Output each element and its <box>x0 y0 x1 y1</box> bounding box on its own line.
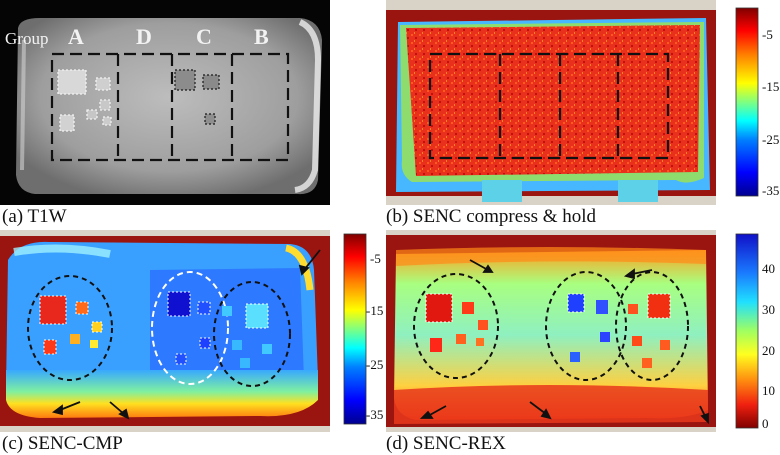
rex-inclusions-a <box>425 293 488 352</box>
rex-cb-tick-20: 20 <box>762 343 775 358</box>
hold-cb-tick-m25: -25 <box>762 132 780 147</box>
group-label-b: B <box>254 24 269 49</box>
cmp-cb-tick-m35: -35 <box>366 407 384 422</box>
cmp-cb-tick-m5: -5 <box>370 251 381 266</box>
rex-inclusions-c <box>567 293 610 362</box>
rex-arrows <box>419 259 709 425</box>
group-label-a: A <box>68 24 84 49</box>
panel-c-senc-cmp: -5 -15 -25 -35 <box>0 230 386 432</box>
cmp-compressed-band <box>6 370 318 418</box>
hold-strain-field <box>406 25 700 176</box>
t1w-image: Group A D C B <box>0 0 330 205</box>
rex-cb-tick-40: 40 <box>762 261 775 276</box>
cmp-inclusions-b <box>222 303 272 368</box>
panel-b-senc-hold: -5 -15 -25 -35 <box>386 0 780 205</box>
rex-phantom-field <box>394 250 708 420</box>
hold-colorbar <box>735 7 759 197</box>
cmp-inclusions-a <box>39 295 103 355</box>
caption-a: (a) T1W <box>2 206 67 227</box>
panel-a-t1w: Group A D C B <box>0 0 330 205</box>
senc-hold-image <box>386 0 759 205</box>
group-label-d: D <box>136 24 152 49</box>
inclusions-c <box>174 69 220 125</box>
cmp-arrows <box>51 249 321 420</box>
hold-cb-tick-m35: -35 <box>762 183 780 198</box>
hold-cb-tick-m15: -15 <box>762 79 780 94</box>
group-label-c: C <box>196 24 212 49</box>
rex-cb-tick-30: 30 <box>762 302 775 317</box>
rex-inclusions-b <box>628 293 671 368</box>
cmp-cb-tick-m15: -15 <box>366 303 384 318</box>
hold-group-boxes <box>428 52 670 160</box>
cmp-cb-tick-m25: -25 <box>366 357 384 372</box>
rex-colorbar <box>735 233 759 429</box>
group-boxes <box>50 52 290 162</box>
senc-cmp-image <box>0 230 367 432</box>
phantom-body <box>16 18 322 195</box>
hold-cb-tick-m5: -5 <box>762 27 773 42</box>
panel-d-senc-rex: 40 30 20 10 0 <box>386 230 780 432</box>
caption-d: (d) SENC-REX <box>386 433 506 454</box>
rex-cb-tick-10: 10 <box>762 383 775 398</box>
senc-rex-image <box>386 230 759 432</box>
cmp-colorbar <box>343 233 367 425</box>
inclusions-a <box>57 69 112 132</box>
group-prefix-label: Group <box>5 29 48 48</box>
caption-c: (c) SENC-CMP <box>2 433 123 454</box>
rex-cb-tick-0: 0 <box>762 416 769 431</box>
caption-b: (b) SENC compress & hold <box>386 206 597 227</box>
cmp-inclusions-c <box>167 291 211 365</box>
